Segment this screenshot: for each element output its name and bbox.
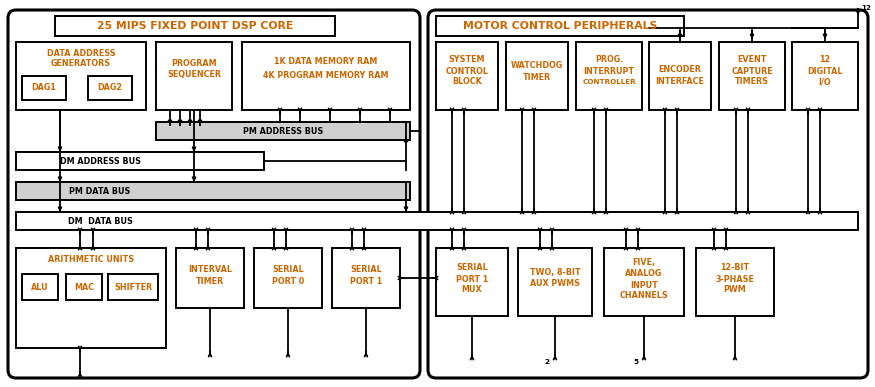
Bar bbox=[108, 274, 158, 300]
Bar bbox=[332, 248, 400, 308]
Text: ARITHMETIC UNITS: ARITHMETIC UNITS bbox=[48, 255, 134, 264]
Text: INPUT: INPUT bbox=[630, 281, 658, 289]
Text: ENCODER: ENCODER bbox=[659, 65, 702, 75]
Bar bbox=[16, 42, 146, 110]
Text: 12-BIT: 12-BIT bbox=[720, 264, 750, 272]
Text: 12: 12 bbox=[820, 55, 830, 65]
Text: CONTROLLER: CONTROLLER bbox=[582, 79, 636, 85]
Text: PWM: PWM bbox=[724, 286, 746, 295]
Bar bbox=[156, 42, 232, 110]
Text: MAC: MAC bbox=[74, 283, 94, 291]
Text: 12: 12 bbox=[861, 5, 871, 11]
Text: SYSTEM: SYSTEM bbox=[449, 55, 486, 65]
Text: PM ADDRESS BUS: PM ADDRESS BUS bbox=[243, 127, 323, 135]
Text: ANALOG: ANALOG bbox=[626, 269, 662, 279]
Text: INTERRUPT: INTERRUPT bbox=[584, 67, 634, 75]
Bar bbox=[436, 248, 508, 316]
Bar bbox=[176, 248, 244, 308]
Bar bbox=[604, 248, 684, 316]
Text: MOTOR CONTROL PERIPHERALS: MOTOR CONTROL PERIPHERALS bbox=[463, 21, 657, 31]
Text: SERIAL: SERIAL bbox=[456, 264, 488, 272]
Text: INTERVAL: INTERVAL bbox=[188, 265, 232, 274]
Text: DAG1: DAG1 bbox=[31, 84, 56, 92]
Bar bbox=[88, 76, 132, 100]
Text: GENERATORS: GENERATORS bbox=[51, 58, 111, 67]
Text: EVENT: EVENT bbox=[738, 55, 766, 65]
Bar bbox=[436, 16, 684, 36]
Text: DIGITAL: DIGITAL bbox=[808, 67, 843, 75]
Text: PROG.: PROG. bbox=[595, 55, 623, 65]
Text: DATA ADDRESS: DATA ADDRESS bbox=[46, 50, 116, 58]
FancyBboxPatch shape bbox=[428, 10, 868, 378]
Text: PORT 0: PORT 0 bbox=[272, 276, 304, 286]
Bar bbox=[16, 212, 858, 230]
Text: CHANNELS: CHANNELS bbox=[620, 291, 668, 300]
Text: 2: 2 bbox=[544, 359, 550, 365]
Text: ALU: ALU bbox=[31, 283, 49, 291]
Text: WATCHDOG: WATCHDOG bbox=[511, 62, 564, 70]
Text: SERIAL: SERIAL bbox=[350, 265, 382, 274]
Text: SEQUENCER: SEQUENCER bbox=[167, 70, 221, 79]
Bar bbox=[55, 16, 335, 36]
Text: PORT 1: PORT 1 bbox=[350, 276, 382, 286]
Bar bbox=[792, 42, 858, 110]
Text: CAPTURE: CAPTURE bbox=[732, 67, 773, 75]
Text: DM  DATA BUS: DM DATA BUS bbox=[67, 216, 132, 226]
Text: I/O: I/O bbox=[819, 77, 831, 87]
Text: DM ADDRESS BUS: DM ADDRESS BUS bbox=[60, 156, 141, 166]
Text: PORT 1: PORT 1 bbox=[456, 274, 488, 284]
Text: AUX PWMS: AUX PWMS bbox=[530, 279, 580, 288]
Bar bbox=[242, 42, 410, 110]
Text: PM DATA BUS: PM DATA BUS bbox=[69, 187, 130, 195]
Text: INTERFACE: INTERFACE bbox=[655, 77, 704, 86]
Text: DAG2: DAG2 bbox=[97, 84, 123, 92]
Text: 25 MIPS FIXED POINT DSP CORE: 25 MIPS FIXED POINT DSP CORE bbox=[97, 21, 293, 31]
Text: PROGRAM: PROGRAM bbox=[172, 60, 217, 68]
Bar bbox=[156, 122, 410, 140]
Text: TIMER: TIMER bbox=[523, 72, 551, 82]
Bar bbox=[518, 248, 592, 316]
Text: CONTROL: CONTROL bbox=[445, 67, 488, 75]
Bar bbox=[66, 274, 102, 300]
Text: MUX: MUX bbox=[462, 286, 482, 295]
Bar bbox=[16, 182, 410, 200]
Bar bbox=[576, 42, 642, 110]
Bar bbox=[16, 152, 264, 170]
Text: 4K PROGRAM MEMORY RAM: 4K PROGRAM MEMORY RAM bbox=[263, 72, 388, 80]
Bar bbox=[649, 42, 711, 110]
Bar bbox=[719, 42, 785, 110]
Text: TWO, 8-BIT: TWO, 8-BIT bbox=[529, 267, 580, 276]
Text: 5: 5 bbox=[634, 359, 639, 365]
Text: TIMER: TIMER bbox=[196, 276, 224, 286]
Bar bbox=[506, 42, 568, 110]
Text: FIVE,: FIVE, bbox=[633, 259, 655, 267]
Text: SERIAL: SERIAL bbox=[272, 265, 304, 274]
Bar bbox=[696, 248, 774, 316]
Text: 3-PHASE: 3-PHASE bbox=[716, 274, 754, 284]
Text: SHIFTER: SHIFTER bbox=[114, 283, 152, 291]
Text: BLOCK: BLOCK bbox=[452, 77, 482, 87]
Text: TIMERS: TIMERS bbox=[735, 77, 769, 87]
Bar bbox=[16, 248, 166, 348]
Text: 1K DATA MEMORY RAM: 1K DATA MEMORY RAM bbox=[275, 58, 378, 67]
Bar bbox=[254, 248, 322, 308]
FancyBboxPatch shape bbox=[8, 10, 420, 378]
Bar bbox=[436, 42, 498, 110]
Bar bbox=[22, 274, 58, 300]
Bar bbox=[22, 76, 66, 100]
